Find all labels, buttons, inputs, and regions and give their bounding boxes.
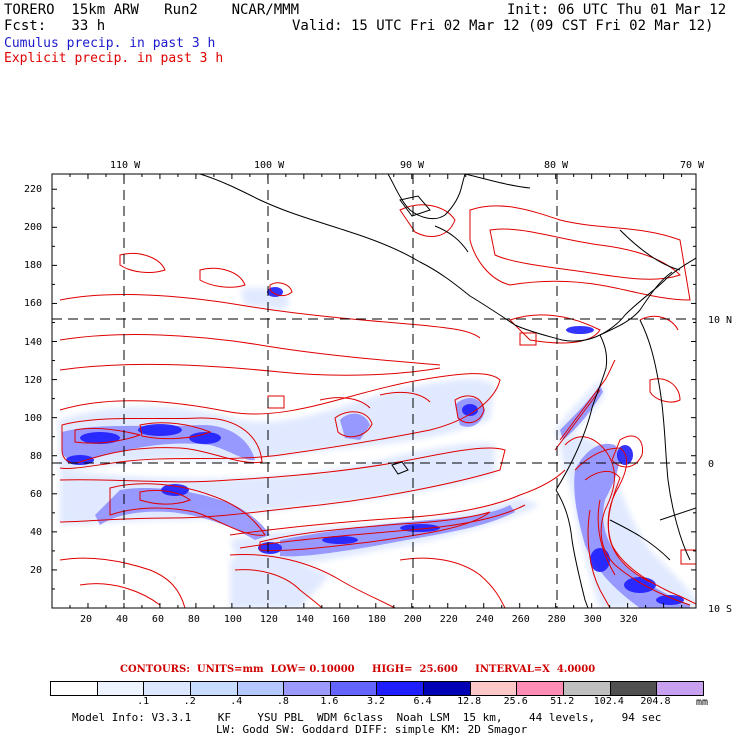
y-tick-label: 40	[30, 526, 43, 538]
x-tick-label: 260	[511, 614, 530, 625]
legend-label: 25.6	[503, 696, 528, 707]
x-tick-label: 60	[151, 614, 164, 625]
y-tick-label: 20	[30, 564, 43, 576]
lon-label-80w: 80 W	[544, 160, 569, 171]
legend-labels: .1 .2 .4 .8 1.6 3.2 6.4 12.8 25.6 51.2 102.4 204.8	[50, 696, 702, 708]
y-tick-label: 80	[30, 450, 43, 462]
valid-time: Valid: 15 UTC Fri 02 Mar 12 (09 CST Fri …	[292, 18, 714, 34]
legend-swatch	[284, 682, 331, 695]
legend-swatch	[237, 682, 285, 695]
legend-label: 3.2	[366, 696, 386, 707]
y-tick-label: 140	[24, 336, 43, 348]
lat-label-0: 0	[708, 459, 715, 470]
legend-swatch	[424, 682, 471, 695]
legend-swatch	[51, 682, 98, 695]
lon-label-90w: 90 W	[400, 160, 425, 171]
explicit-label: Explicit precip. in past 3 h	[4, 51, 224, 66]
x-tick-label: 320	[619, 614, 638, 625]
x-tick-label: 40	[115, 614, 128, 625]
legend-swatch	[517, 682, 565, 695]
legend-swatch	[564, 682, 611, 695]
y-tick-label: 60	[30, 488, 43, 500]
y-tick-label: 120	[24, 374, 43, 386]
legend-label: 102.4	[593, 696, 624, 707]
lon-label-100w: 100 W	[254, 160, 285, 171]
x-tick-label: 100	[223, 614, 242, 625]
forecast-hour: Fcst: 33 h	[4, 18, 106, 34]
y-tick-label: 160	[24, 298, 43, 310]
explicit-precip-contours	[59, 204, 696, 608]
y-tick-label: 100	[24, 412, 43, 424]
x-tick-label: 20	[79, 614, 93, 625]
legend-swatch	[470, 682, 518, 695]
legend-label: 51.2	[550, 696, 575, 707]
x-tick-label: 180	[367, 614, 386, 625]
legend-swatch	[657, 682, 703, 695]
legend-label: 12.8	[457, 696, 482, 707]
cumulus-label: Cumulus precip. in past 3 h	[4, 36, 216, 51]
legend-label: .8	[276, 696, 289, 707]
x-tick-label: 140	[295, 614, 314, 625]
legend-label: .2	[183, 696, 196, 707]
x-tick-label: 280	[547, 614, 566, 625]
legend-label: 1.6	[320, 696, 339, 707]
legend-swatch	[330, 682, 378, 695]
x-tick-label: 300	[583, 614, 602, 625]
x-tick-label: 120	[259, 614, 278, 625]
legend-swatch	[377, 682, 425, 695]
legend-swatch	[97, 682, 145, 695]
legend-label: 204.8	[640, 696, 671, 707]
title-left: TORERO 15km ARW Run2 NCAR/MMM	[4, 2, 300, 18]
contours-info: CONTOURS: UNITS=mm LOW= 0.10000 HIGH= 25…	[120, 664, 596, 675]
legend-swatch	[144, 682, 191, 695]
y-tick-label: 220	[24, 184, 43, 196]
lat-label-10n: 10 N	[708, 315, 733, 326]
model-info-line2: LW: Godd SW: Goddard DIFF: simple KM: 2D…	[216, 723, 528, 736]
legend-unit: mm	[696, 697, 709, 708]
legend-label: .1	[137, 696, 150, 707]
init-time: Init: 06 UTC Thu 01 Mar 12	[507, 2, 727, 18]
y-tick-label: 180	[24, 260, 43, 272]
model-info-line1: Model Info: V3.3.1 KF YSU PBL WDM 6class…	[72, 711, 662, 724]
lon-label-110w: 110 W	[110, 160, 141, 171]
lat-lon-grid	[52, 174, 696, 608]
x-tick-label: 240	[475, 614, 494, 625]
legend-swatch	[610, 682, 658, 695]
x-tick-label: 160	[331, 614, 350, 625]
legend-swatch	[190, 682, 238, 695]
x-tick-label: 200	[403, 614, 422, 625]
x-tick-label: 80	[187, 614, 200, 625]
lat-label-10s: 10 S	[708, 604, 733, 615]
precip-color-legend	[50, 681, 704, 696]
y-tick-label: 200	[24, 222, 43, 234]
x-tick-label: 220	[439, 614, 458, 625]
coastlines	[199, 174, 696, 608]
lon-label-70w: 70 W	[680, 160, 705, 171]
legend-label: 6.4	[413, 696, 432, 707]
legend-label: .4	[230, 696, 243, 707]
